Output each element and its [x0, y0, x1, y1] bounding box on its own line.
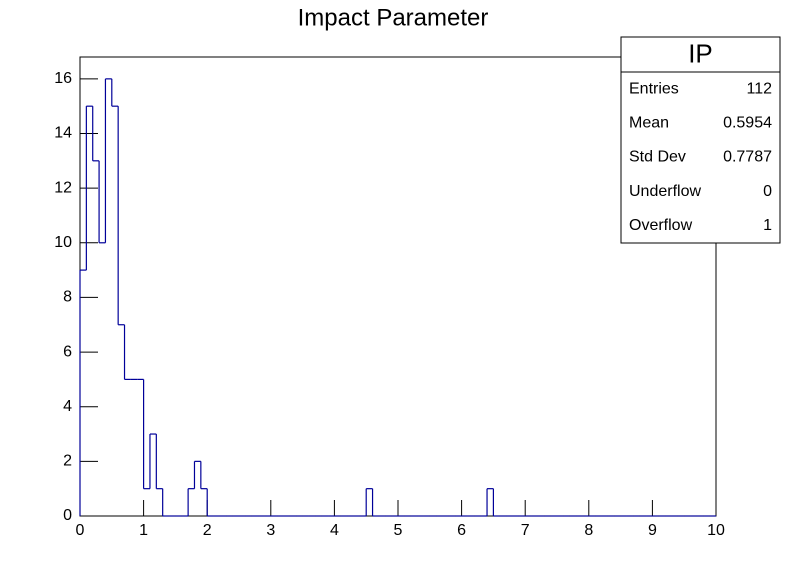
- stats-value: 0: [763, 183, 772, 200]
- y-tick-label: 6: [63, 343, 72, 360]
- y-tick-label: 14: [54, 125, 72, 142]
- stats-box: [620, 36, 781, 244]
- x-tick-label: 0: [76, 522, 85, 539]
- y-tick-label: 10: [54, 234, 72, 251]
- y-tick-label: 12: [54, 179, 72, 196]
- stats-value: 112: [746, 80, 772, 97]
- stats-label: Std Dev: [629, 149, 686, 166]
- stats-label: Mean: [629, 115, 669, 132]
- stats-label: Underflow: [629, 183, 701, 200]
- x-tick-label: 10: [707, 522, 725, 539]
- x-tick-label: 5: [394, 522, 403, 539]
- stats-value: 0.7787: [723, 149, 772, 166]
- x-tick-label: 3: [266, 522, 275, 539]
- y-tick-label: 2: [63, 453, 72, 470]
- stats-value: 1: [763, 217, 772, 234]
- x-tick-label: 2: [203, 522, 212, 539]
- y-tick-label: 0: [63, 507, 72, 524]
- stats-label: Entries: [629, 80, 679, 97]
- chart-title: Impact Parameter: [298, 4, 489, 31]
- stats-label: Overflow: [629, 217, 693, 234]
- x-tick-label: 8: [584, 522, 593, 539]
- x-tick-label: 6: [457, 522, 466, 539]
- y-tick-label: 8: [63, 289, 72, 306]
- y-tick-label: 4: [63, 398, 72, 415]
- x-tick-label: 7: [521, 522, 530, 539]
- x-tick-label: 4: [330, 522, 339, 539]
- x-tick-label: 9: [648, 522, 657, 539]
- y-tick-label: 16: [54, 70, 72, 87]
- stats-title: IP: [688, 38, 713, 68]
- stats-value: 0.5954: [723, 115, 772, 132]
- x-tick-label: 1: [139, 522, 148, 539]
